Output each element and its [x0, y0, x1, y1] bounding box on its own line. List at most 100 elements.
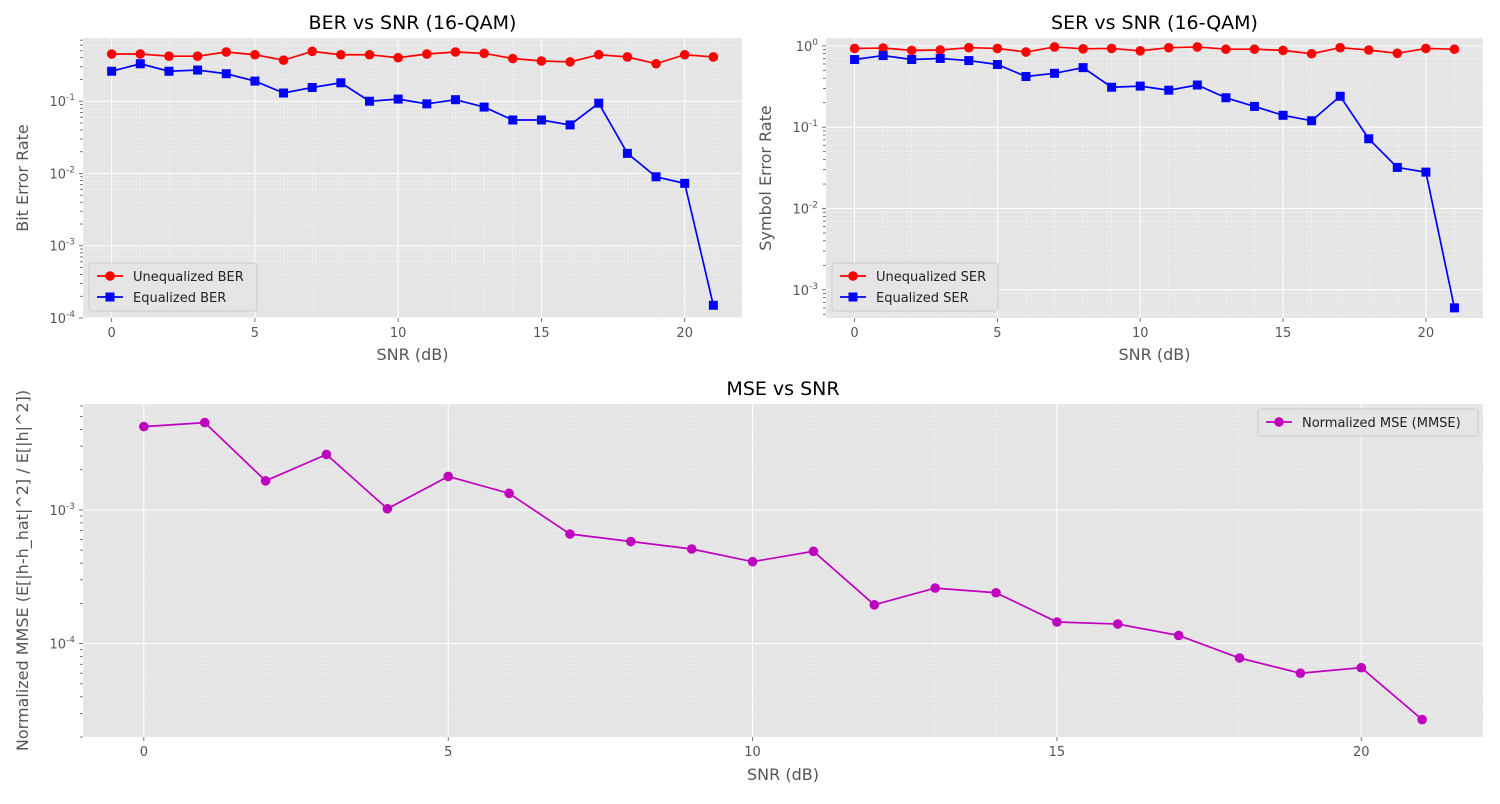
data-point [365, 96, 375, 106]
x-tick-label: 20 [676, 326, 693, 341]
data-point [307, 82, 317, 92]
y-tick-label: 10-1 [792, 119, 818, 136]
data-point [708, 52, 719, 62]
chart-title: MSE vs SNR [726, 378, 839, 400]
data-point [1052, 617, 1062, 627]
data-point [199, 417, 210, 428]
data-point [1449, 44, 1460, 55]
data-point [622, 52, 633, 62]
data-point [536, 56, 547, 66]
data-point [1295, 668, 1306, 679]
data-point [565, 529, 575, 539]
data-point [508, 115, 518, 125]
legend-label: Equalized SER [876, 291, 969, 306]
data-point [1363, 45, 1374, 55]
data-point [504, 488, 514, 499]
data-point [622, 148, 632, 158]
data-point [307, 46, 318, 57]
y-tick-label: 100 [796, 38, 819, 55]
y-tick-label: 10-3 [49, 502, 75, 519]
x-tick-label: 20 [1353, 745, 1370, 760]
legend-label: Unequalized BER [133, 270, 244, 285]
data-point [1421, 167, 1431, 177]
series-1 [849, 42, 1460, 59]
y-axis-label: Normalized MMSE (E[|h-h_hat|^2] / E[|h|^… [13, 390, 33, 751]
data-point [1249, 44, 1260, 55]
x-tick-label: 10 [744, 745, 761, 760]
data-point [680, 178, 690, 188]
y-tick-label: 10-2 [49, 165, 75, 182]
x-axis-label: SNR (dB) [377, 345, 449, 364]
data-point [964, 42, 974, 53]
data-point [221, 69, 231, 79]
data-point [321, 449, 332, 460]
legend-label: Normalized MSE (MMSE) [1302, 416, 1461, 431]
data-point [164, 51, 174, 61]
data-point [1050, 68, 1060, 78]
data-point [651, 58, 661, 69]
gridlines [79, 404, 1484, 741]
data-point [1335, 91, 1345, 101]
data-point [565, 57, 575, 67]
data-point [565, 120, 575, 130]
data-point [1335, 42, 1345, 53]
legend: Unequalized SER Equalized SER [831, 262, 999, 312]
data-point [193, 65, 203, 75]
data-point [336, 78, 346, 88]
data-point [849, 43, 860, 54]
data-point [260, 476, 271, 486]
data-point [679, 49, 690, 60]
data-point [164, 66, 174, 76]
data-point [1078, 63, 1088, 73]
data-point [1221, 44, 1231, 55]
data-point [479, 48, 489, 59]
data-point [626, 536, 636, 547]
data-point [930, 583, 940, 593]
data-point [507, 53, 518, 64]
series-1 [139, 417, 1427, 725]
legend: Unequalized BER Equalized BER [88, 262, 258, 312]
y-tick-label: 10-2 [792, 200, 818, 217]
x-tick-label: 15 [1049, 745, 1066, 760]
data-point [593, 49, 604, 60]
data-point [878, 51, 888, 61]
data-point [1135, 45, 1146, 56]
data-point [964, 56, 974, 66]
x-tick-label: 5 [993, 326, 1001, 341]
data-point [382, 503, 393, 514]
data-point [479, 102, 489, 112]
legend: Normalized MSE (MMSE) [1257, 408, 1479, 437]
data-point [450, 95, 460, 105]
data-point [107, 66, 117, 76]
y-tick-label: 10-3 [49, 238, 75, 255]
x-tick-label: 10 [390, 326, 407, 341]
data-point [192, 51, 203, 61]
plot-area [83, 404, 1483, 737]
x-tick-label: 20 [1418, 326, 1435, 341]
legend-marker [848, 292, 858, 302]
data-point [1307, 116, 1317, 126]
data-point [135, 59, 145, 69]
data-point [850, 54, 860, 64]
data-point [1163, 42, 1174, 53]
chart-2: 10-3 10-2 10-1 100 0 5 10 15 20 SER vs SNR (16-QA… [756, 12, 1484, 364]
chart-title: SER vs SNR (16-QAM) [1051, 12, 1258, 34]
y-tick-label: 10-3 [792, 282, 818, 299]
chart-1: 10-4 10-3 10-2 10-1 0 5 10 15 20 BER vs SNR (16-Q… [13, 12, 743, 364]
data-point [1135, 81, 1145, 91]
data-point [393, 94, 403, 104]
x-axis-label: SNR (dB) [1119, 345, 1191, 364]
legend-label: Equalized BER [133, 291, 226, 306]
data-point [686, 544, 697, 554]
legend-frame [831, 262, 999, 312]
data-point [221, 47, 232, 57]
data-point [250, 76, 260, 86]
legend-marker [105, 271, 115, 281]
data-point [935, 53, 945, 63]
legend-marker [848, 271, 858, 281]
data-point [1421, 43, 1431, 54]
series-line [854, 54, 1456, 309]
series-1 [106, 46, 719, 69]
